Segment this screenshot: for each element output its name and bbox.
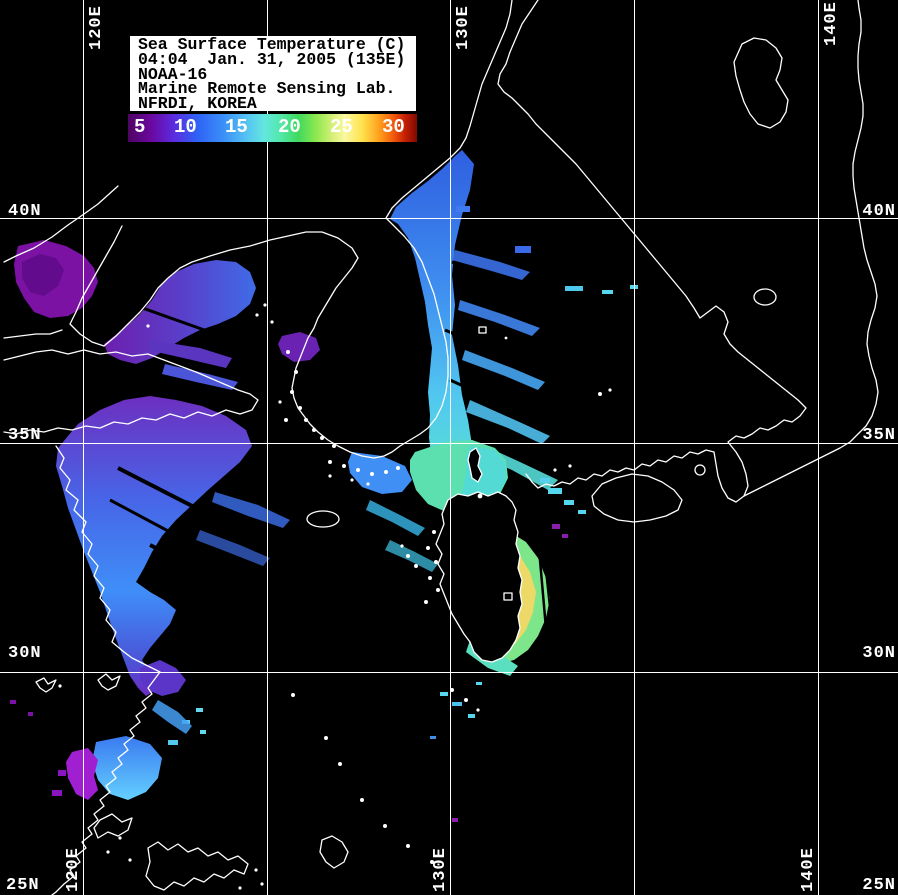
lat-label-left-30n: 30N	[8, 644, 42, 663]
title-line-2: 04:04 Jan. 31, 2005 (135E)	[138, 49, 406, 69]
lon-label-bottom-120e: 120E	[64, 847, 83, 892]
colorbar-tick-30: 30	[382, 116, 405, 138]
colorbar-tick-10: 10	[174, 116, 197, 138]
title-line-4: Marine Remote Sensing Lab.	[138, 79, 396, 99]
title-line-5: NFRDI, KOREA	[138, 94, 257, 114]
lon-label-bottom-130e: 130E	[431, 847, 450, 892]
lon-label-top-120e: 120E	[87, 5, 106, 50]
coastline-layer	[3, 0, 879, 895]
lat-label-right-35n: 35N	[862, 426, 896, 445]
lon-label-bottom-140e: 140E	[799, 847, 818, 892]
islet-dots	[58, 303, 612, 890]
lat-label-left-40n: 40N	[8, 202, 42, 221]
cloud-streaks	[109, 260, 553, 641]
lon-label-top-130e: 130E	[454, 5, 473, 50]
lat-label-right-30n: 30N	[862, 644, 896, 663]
lat-label-left-35n: 35N	[8, 426, 42, 445]
colorbar-gradient: 5 10 15 20 25 30	[128, 114, 417, 142]
title-box: Sea Surface Temperature (C) 04:04 Jan. 3…	[130, 35, 416, 114]
title-line-1: Sea Surface Temperature (C)	[138, 35, 406, 54]
lat-label-left-25n: 25N	[6, 876, 40, 895]
lat-label-right-25n: 25N	[862, 876, 896, 895]
lon-label-top-140e: 140E	[822, 1, 841, 46]
colorbar-tick-20: 20	[278, 116, 301, 138]
colorbar-tick-5: 5	[134, 116, 146, 138]
colorbar-tick-15: 15	[225, 116, 248, 138]
colorbar-tick-25: 25	[330, 116, 353, 138]
lat-label-right-40n: 40N	[862, 202, 896, 221]
title-line-3: NOAA-16	[138, 64, 208, 84]
